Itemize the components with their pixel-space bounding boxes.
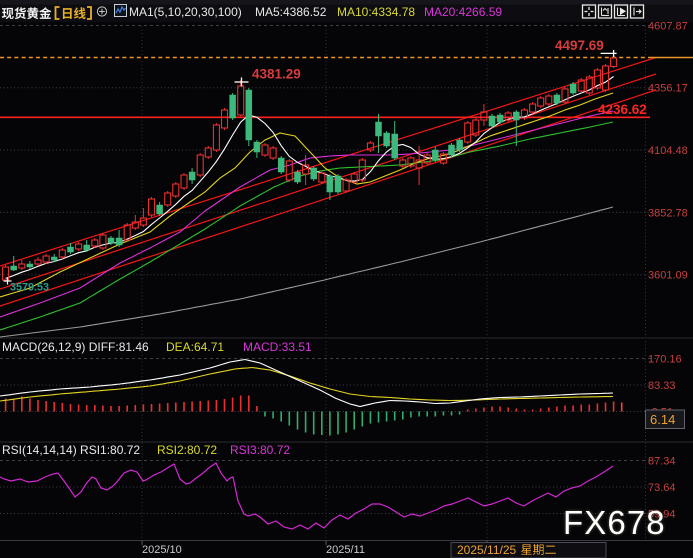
svg-text:MA20:4266.59: MA20:4266.59 — [424, 5, 502, 19]
svg-text:DEA:64.71: DEA:64.71 — [166, 340, 224, 354]
svg-text:MACD(26,12,9) DIFF:81.46: MACD(26,12,9) DIFF:81.46 — [2, 340, 149, 354]
svg-text:87.34: 87.34 — [648, 456, 676, 468]
svg-text:4497.69: 4497.69 — [555, 38, 604, 53]
svg-text:3601.09: 3601.09 — [648, 270, 688, 282]
svg-text:3579.53: 3579.53 — [10, 282, 49, 294]
svg-text:2025/11/25: 2025/11/25 — [457, 543, 516, 557]
svg-text:FX678: FX678 — [563, 504, 666, 541]
svg-text:RSI3:80.72: RSI3:80.72 — [230, 443, 290, 457]
svg-text:170.16: 170.16 — [648, 354, 682, 366]
svg-text:59.94: 59.94 — [648, 509, 676, 521]
svg-text:6.14: 6.14 — [650, 412, 675, 427]
svg-text:2025/10: 2025/10 — [142, 544, 182, 556]
svg-text:MA1(5,10,20,30,100): MA1(5,10,20,30,100) — [129, 5, 242, 19]
svg-text:83.33: 83.33 — [648, 380, 676, 392]
svg-text:73.64: 73.64 — [648, 482, 676, 494]
svg-text:4381.29: 4381.29 — [252, 67, 301, 82]
svg-text:MACD:33.51: MACD:33.51 — [243, 340, 312, 354]
svg-text:MA10:4334.78: MA10:4334.78 — [337, 5, 415, 19]
svg-text:RSI(14,14,14) RSI1:80.72: RSI(14,14,14) RSI1:80.72 — [2, 443, 140, 457]
svg-text:3852.78: 3852.78 — [648, 207, 688, 219]
svg-text:MA5:4386.52: MA5:4386.52 — [255, 5, 327, 19]
svg-text:2025/11: 2025/11 — [326, 544, 365, 556]
svg-text:4236.62: 4236.62 — [598, 102, 647, 117]
svg-text:RSI2:80.72: RSI2:80.72 — [157, 443, 217, 457]
svg-text:4356.17: 4356.17 — [648, 83, 688, 95]
svg-text:4607.87: 4607.87 — [648, 21, 688, 33]
svg-text:4104.48: 4104.48 — [648, 145, 688, 157]
